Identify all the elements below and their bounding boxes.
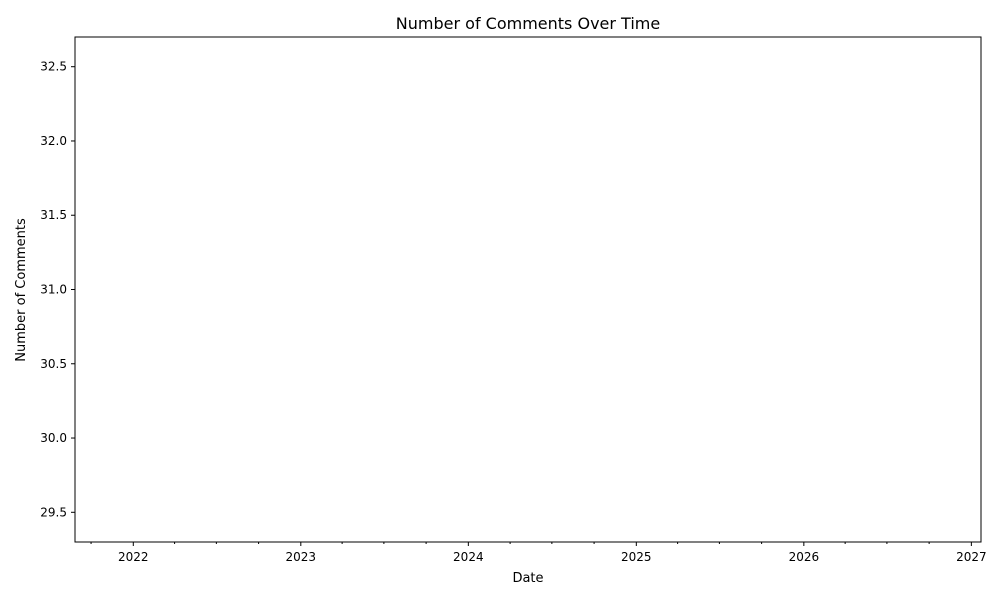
y-axis: 29.5 30.0 30.5 31.0 31.5 32.0 32.5 [40,60,75,519]
x-tick-label: 2023 [286,550,317,564]
x-tick-label: 2022 [118,550,149,564]
x-tick-label: 2027 [956,550,987,564]
y-axis-label: Number of Comments [14,218,29,362]
x-tick-label: 2026 [789,550,820,564]
y-tick-label: 32.0 [40,134,67,148]
y-tick-label: 30.0 [40,431,67,445]
plot-area [74,36,982,543]
y-tick-label: 30.5 [40,357,67,371]
x-tick-label: 2025 [621,550,652,564]
y-tick-label: 31.5 [40,208,67,222]
chart-title: Number of Comments Over Time [396,14,660,33]
y-tick-label: 32.5 [40,60,67,74]
y-tick-label: 29.5 [40,505,67,519]
x-tick-label: 2024 [453,550,484,564]
x-axis-label: Date [512,571,543,586]
x-axis: 2022 2023 2024 2025 2026 2027 [90,542,987,564]
y-tick-label: 31.0 [40,283,67,297]
